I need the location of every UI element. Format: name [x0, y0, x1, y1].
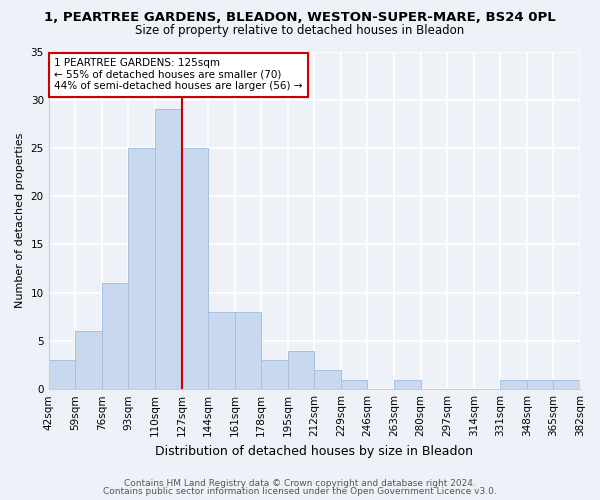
Bar: [314, 370, 341, 389]
Text: 1, PEARTREE GARDENS, BLEADON, WESTON-SUPER-MARE, BS24 0PL: 1, PEARTREE GARDENS, BLEADON, WESTON-SUP…: [44, 11, 556, 24]
Bar: [128, 148, 155, 389]
Bar: [261, 360, 288, 389]
Text: Contains HM Land Registry data © Crown copyright and database right 2024.: Contains HM Land Registry data © Crown c…: [124, 478, 476, 488]
Bar: [527, 380, 553, 389]
Bar: [500, 380, 527, 389]
Bar: [75, 332, 102, 389]
Bar: [102, 283, 128, 389]
Text: Size of property relative to detached houses in Bleadon: Size of property relative to detached ho…: [136, 24, 464, 37]
Bar: [394, 380, 421, 389]
Bar: [49, 360, 75, 389]
Bar: [553, 380, 580, 389]
Bar: [208, 312, 235, 389]
Bar: [155, 110, 182, 389]
Bar: [182, 148, 208, 389]
Text: Contains public sector information licensed under the Open Government Licence v3: Contains public sector information licen…: [103, 487, 497, 496]
X-axis label: Distribution of detached houses by size in Bleadon: Distribution of detached houses by size …: [155, 444, 473, 458]
Bar: [341, 380, 367, 389]
Text: 1 PEARTREE GARDENS: 125sqm
← 55% of detached houses are smaller (70)
44% of semi: 1 PEARTREE GARDENS: 125sqm ← 55% of deta…: [54, 58, 302, 92]
Bar: [288, 350, 314, 389]
Y-axis label: Number of detached properties: Number of detached properties: [15, 132, 25, 308]
Bar: [235, 312, 261, 389]
